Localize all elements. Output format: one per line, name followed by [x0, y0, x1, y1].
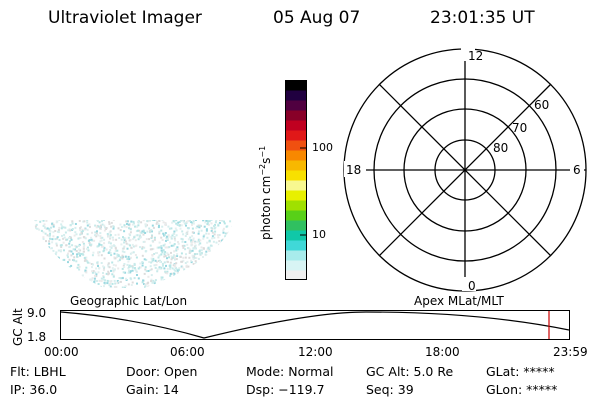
observation-date: 05 Aug 07	[273, 8, 361, 28]
colorbar-cell	[285, 260, 307, 271]
info-flt: Flt: LBHL	[10, 364, 66, 379]
timeline-left-title: Geographic Lat/Lon	[70, 294, 188, 308]
info-gain: Gain: 14	[126, 382, 179, 397]
unit-prefix: photon cm	[259, 175, 273, 240]
info-ip: IP: 36.0	[10, 382, 58, 397]
colorbar-cell	[285, 110, 307, 121]
colorbar-cell	[285, 100, 307, 111]
polar-diagonal-2	[378, 83, 552, 257]
colorbar-cell	[285, 90, 307, 101]
info-dsp: Dsp: −119.7	[246, 382, 325, 397]
colorbar-cell	[285, 270, 307, 280]
colorbar-cell	[285, 140, 307, 151]
unit-exp1: −2	[258, 163, 267, 176]
color-bar	[285, 80, 307, 280]
colorbar-tick-10: 10	[312, 228, 326, 241]
unit-s: s	[259, 157, 273, 164]
colorbar-cell	[285, 80, 307, 91]
colorbar-cell	[285, 250, 307, 261]
info-mode: Mode: Normal	[246, 364, 334, 379]
colorbar-cell	[285, 150, 307, 161]
info-gc-alt: GC Alt: 5.0 Re	[366, 364, 454, 379]
geographic-image	[34, 220, 232, 288]
timeline-x-tick-0000: 00:00	[44, 345, 79, 359]
mlt-label-18: 18	[346, 163, 361, 177]
colorbar-tick-100: 100	[312, 141, 333, 154]
mlt-label-0: 0	[468, 279, 476, 293]
timeline-right-title: Apex MLat/MLT	[414, 294, 504, 308]
colorbar-cell	[285, 170, 307, 181]
polar-grid: 12 18 6 0 80 70 60	[343, 47, 587, 293]
info-seq: Seq: 39	[366, 382, 414, 397]
colorbar-cell	[285, 210, 307, 221]
colorbar-cell	[285, 200, 307, 211]
altitude-timeline	[60, 310, 570, 340]
instrument-title: Ultraviolet Imager	[48, 8, 202, 28]
colorbar-cell	[285, 190, 307, 201]
timeline-x-tick-1200: 12:00	[298, 345, 333, 359]
observation-time: 23:01:35 UT	[430, 8, 535, 28]
timeline-x-tick-2359: 23:59	[553, 345, 588, 359]
mlt-label-12: 12	[468, 49, 483, 63]
timeline-x-tick-1800: 18:00	[425, 345, 460, 359]
timeline-y-axis-label: GC Alt	[11, 308, 25, 346]
info-glat: GLat: *****	[486, 364, 555, 379]
timeline-x-tick-0600: 06:00	[170, 345, 205, 359]
lat-label-80: 80	[493, 141, 508, 155]
timeline-y-tick-min: 1.8	[27, 330, 47, 344]
colorbar-cell	[285, 180, 307, 191]
colorbar-cell	[285, 130, 307, 141]
colorbar-unit-label: photon cm−2s−1	[258, 146, 273, 240]
info-glon: GLon: *****	[486, 382, 558, 397]
lat-label-60: 60	[534, 98, 549, 112]
info-door: Door: Open	[126, 364, 198, 379]
colorbar-cell	[285, 160, 307, 171]
lat-label-70: 70	[512, 121, 527, 135]
timeline-y-tick-max: 9.0	[27, 306, 47, 320]
altitude-curve	[60, 311, 570, 339]
colorbar-cell	[285, 120, 307, 131]
mlt-label-6: 6	[573, 163, 581, 177]
colorbar-cell	[285, 220, 307, 231]
colorbar-cell	[285, 230, 307, 241]
unit-exp2: −1	[258, 145, 267, 158]
colorbar-cell	[285, 240, 307, 251]
